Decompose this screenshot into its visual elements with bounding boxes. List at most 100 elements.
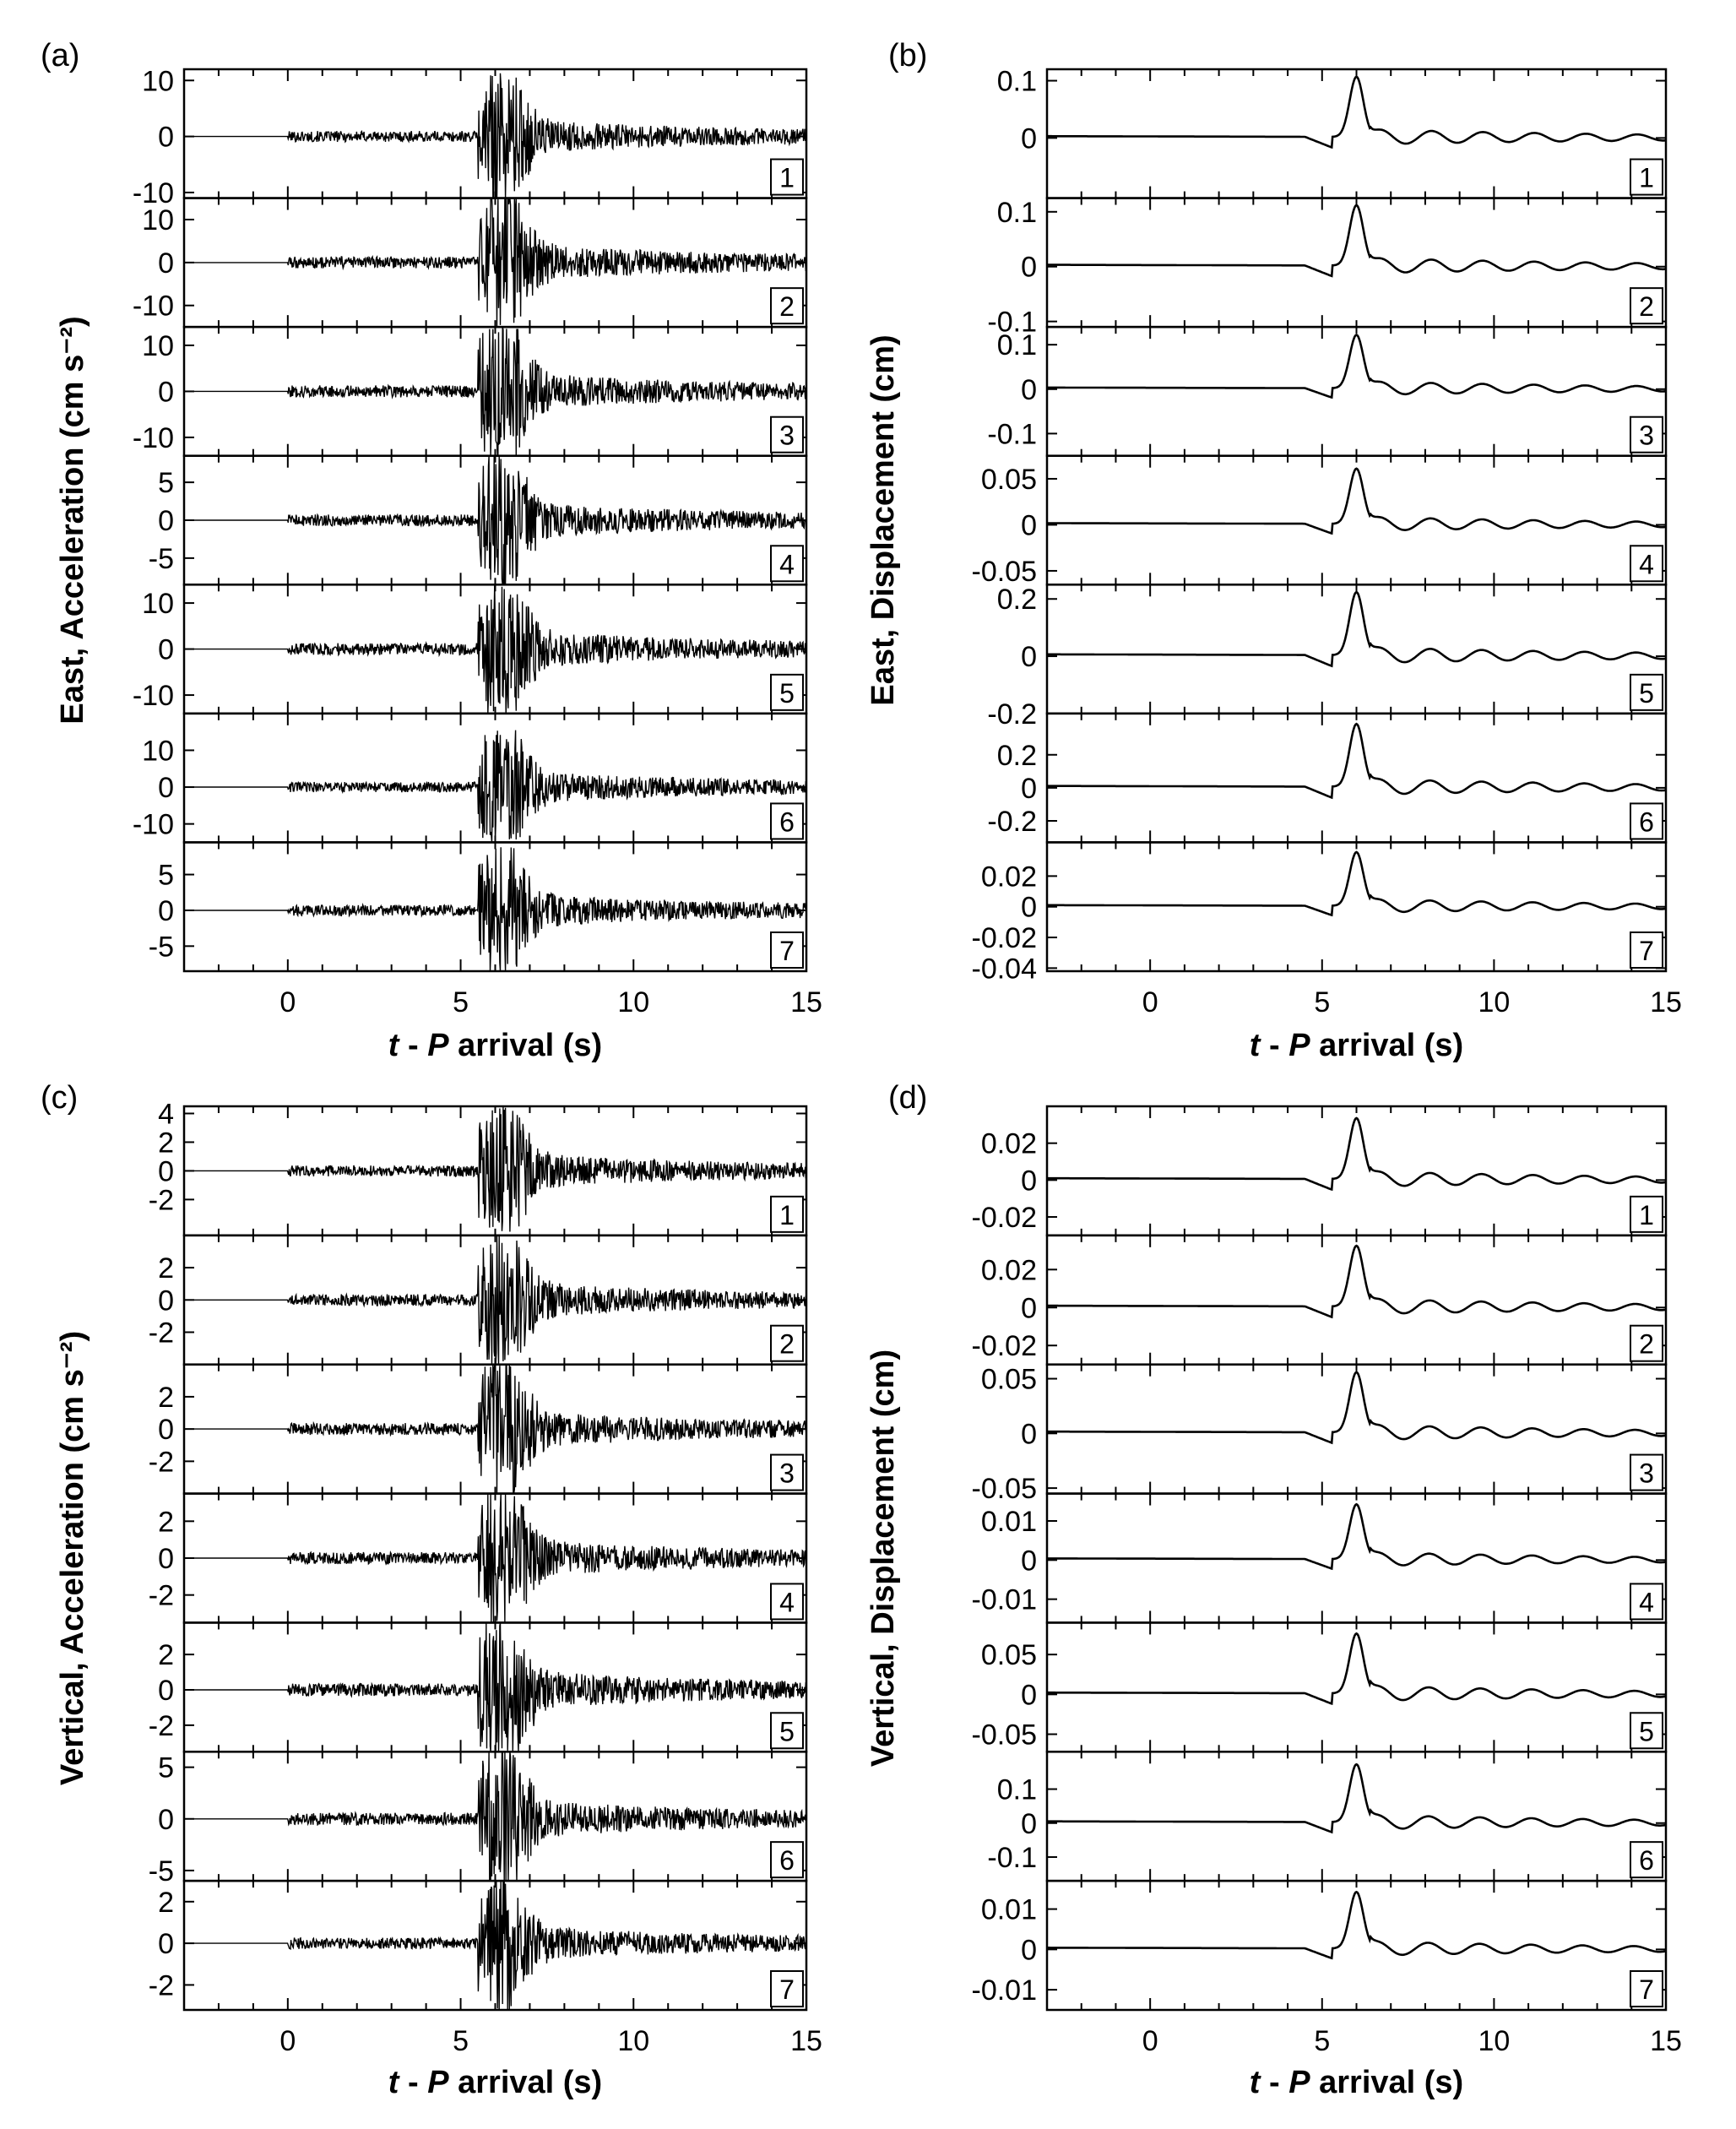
y-tick-label: 0 (158, 1804, 174, 1836)
trace-frame (1045, 1879, 1668, 2012)
trace-frame (1045, 454, 1668, 586)
trace-4: 0.01 0 -0.01 4 (972, 1492, 1668, 1624)
x-axis-title: t - P arrival (s) (1250, 1028, 1463, 1063)
trace-id-label: 5 (1639, 1716, 1654, 1746)
waveform-line (1046, 722, 1667, 800)
trace-1: 10 0 -10 1 (133, 65, 808, 209)
trace-6: 0.10-0.1 6 (987, 1751, 1668, 1882)
y-tick-label: 2 (158, 1127, 174, 1159)
y-tick-label: 0 (158, 772, 174, 804)
x-tick-label: 10 (1478, 986, 1510, 1018)
panel-c: (c) 420-2 120-2 220-2 320-2 420-2 550-5 620-2 70… (41, 1080, 822, 2100)
trace-3: 0.05 0 -0.05 3 (972, 1363, 1668, 1505)
y-tick-label: 0 (158, 376, 174, 408)
y-tick-label: 0 (1021, 1808, 1037, 1840)
y-tick-label: 10 (142, 735, 174, 767)
y-tick-label: -10 (133, 809, 174, 841)
trace-id-label: 3 (1639, 1458, 1654, 1489)
trace-id-label: 6 (779, 807, 795, 837)
y-tick-label: 0.02 (981, 861, 1037, 893)
y-tick-label: 0 (158, 1284, 174, 1317)
panel-label: (a) (41, 38, 79, 73)
trace-id-box (770, 1841, 804, 1879)
trace-id-box (770, 545, 804, 583)
trace-id-box (1630, 1841, 1663, 1879)
y-tick-label: -0.02 (972, 1330, 1038, 1362)
waveform-line (1047, 590, 1667, 668)
y-axis-title: East, Displacement (cm) (865, 334, 901, 705)
trace-frame (1045, 1105, 1668, 1237)
trace-5: 0.2 0 -0.2 5 (987, 584, 1668, 730)
x-tick-label: 5 (1314, 2025, 1330, 2057)
waveform-line (184, 847, 807, 972)
trace-id-label: 5 (1639, 678, 1654, 709)
x-tick-label: 5 (453, 986, 469, 1018)
trace-id-box (1630, 545, 1663, 583)
trace-id-label: 1 (1639, 1200, 1654, 1230)
y-tick-label: -0.1 (987, 418, 1037, 450)
trace-5: 10 0 -10 5 (133, 584, 808, 715)
waveform-line (1047, 1502, 1667, 1571)
waveform-line (184, 584, 807, 714)
waveform-line (1047, 850, 1667, 917)
trace-id-label: 6 (1639, 807, 1654, 837)
trace-id-box (770, 931, 804, 969)
trace-id-label: 1 (779, 163, 795, 193)
y-tick-label: 0.02 (981, 1254, 1037, 1286)
trace-1: 0.1 0 1 (997, 66, 1668, 199)
trace-id-box (1630, 1453, 1663, 1491)
waveform-line (184, 1105, 807, 1232)
waveform-line (1047, 1890, 1667, 1960)
trace-2: 0.02 0 -0.02 2 (972, 1234, 1668, 1366)
trace-7: 0.01 0 -0.01 7 (972, 1879, 1668, 2012)
y-tick-label: -0.01 (972, 1974, 1038, 2007)
trace-id-box (770, 1583, 804, 1621)
y-tick-label: 0 (1021, 641, 1037, 673)
y-tick-label: -2 (149, 1580, 174, 1612)
waveform-line (184, 1493, 807, 1623)
trace-id-label: 3 (779, 421, 795, 451)
y-tick-label: 0.05 (981, 464, 1037, 496)
trace-frame (1045, 1751, 1668, 1882)
trace-id-label: 2 (1639, 1329, 1654, 1360)
trace-frame (1045, 325, 1668, 457)
y-tick-label: -5 (149, 543, 174, 575)
panel-label: (d) (888, 1080, 927, 1116)
trace-id-box (1630, 1712, 1663, 1750)
trace-7: 2 0 -2 7 (149, 1879, 808, 2012)
x-tick-label: 0 (1142, 986, 1158, 1018)
trace-id-label: 1 (1639, 163, 1654, 193)
trace-id-label: 1 (779, 1200, 795, 1230)
trace-id-box (1630, 287, 1663, 325)
y-tick-label: 0.2 (997, 740, 1037, 772)
trace-5: 0.05 0 -0.05 5 (972, 1621, 1668, 1753)
y-tick-label: 10 (142, 65, 174, 97)
y-tick-label: 2 (158, 1382, 174, 1414)
y-tick-label: -0.05 (972, 1473, 1038, 1505)
y-tick-label: -10 (133, 680, 174, 712)
trace-1: 420-2 1 (149, 1098, 808, 1237)
panel-label: (c) (41, 1080, 78, 1116)
y-tick-label: 0.01 (981, 1506, 1037, 1538)
y-tick-label: 0 (158, 1543, 174, 1575)
trace-id-box (1630, 931, 1663, 969)
y-tick-label: 0.1 (997, 1774, 1037, 1806)
y-tick-label: 10 (142, 588, 174, 620)
trace-frame (1045, 712, 1668, 844)
y-axis-title: East, Acceleration (cm s⁻²) (55, 316, 90, 724)
trace-id-box (770, 1324, 804, 1362)
x-tick-label: 5 (1314, 986, 1330, 1018)
trace-3: 20-2 3 (149, 1363, 808, 1495)
y-tick-label: 5 (158, 467, 174, 499)
x-axis-title: t - P arrival (s) (388, 1028, 602, 1063)
y-tick-label: 0 (158, 122, 174, 154)
x-tick-label: 5 (453, 2025, 469, 2057)
y-tick-label: 2 (158, 1887, 174, 1919)
y-tick-label: -0.2 (987, 806, 1037, 838)
trace-4: 2 0 -2 4 (149, 1492, 808, 1624)
trace-frame (1045, 1363, 1668, 1495)
trace-id-box (1630, 415, 1663, 453)
waveform-line (184, 1881, 807, 2011)
y-tick-label: 0.1 (997, 329, 1037, 361)
y-tick-label: 0 (1021, 1934, 1037, 1966)
